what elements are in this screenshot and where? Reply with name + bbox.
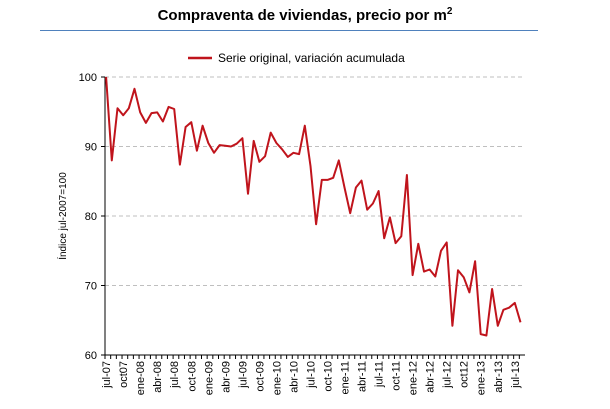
x-tick-label: jul-07 [101, 361, 113, 389]
x-tick-label: oct-10 [322, 361, 334, 392]
y-tick-label: 90 [85, 142, 97, 154]
x-tick-label: ene-13 [476, 361, 488, 395]
x-tick-label: jul-12 [442, 361, 454, 389]
x-tick-label: ene-10 [271, 361, 283, 395]
x-tick-label: oct-11 [391, 361, 403, 391]
x-tick-label: ene-08 [135, 361, 147, 395]
title-underline [40, 30, 538, 31]
x-tick-label: oct-08 [186, 361, 198, 392]
x-tick-label: jul-13 [510, 361, 522, 389]
x-tick-label: oct-09 [254, 361, 266, 392]
x-tick-label: jul-10 [305, 361, 317, 389]
x-tick-label: abr-08 [152, 361, 164, 393]
x-tick-label: jul-11 [374, 361, 386, 388]
chart-title-text: Compraventa de viviendas, precio por m [157, 7, 447, 24]
y-tick-label: 80 [85, 211, 97, 223]
x-tick-label: abr-10 [288, 361, 300, 393]
y-axis-label: Índice jul-2007=100 [56, 172, 69, 260]
x-tick-label: abr-12 [425, 361, 437, 393]
x-tick-label: ene-11 [340, 361, 352, 394]
x-tick-label: abr-09 [220, 361, 232, 393]
x-tick-label: abr-13 [493, 361, 505, 393]
x-tick-label: ene-12 [408, 361, 420, 395]
x-tick-label: oct12 [459, 361, 471, 388]
x-tick-label: jul-09 [237, 361, 249, 389]
x-tick-label: ene-09 [203, 361, 215, 395]
x-tick-label: abr-11 [357, 361, 369, 392]
x-tick-label: oct07 [118, 361, 130, 388]
x-tick-label: jul-08 [169, 361, 181, 389]
series-line [105, 76, 522, 337]
y-tick-label: 100 [79, 72, 97, 84]
y-tick-label: 60 [85, 350, 97, 362]
y-tick-label: 70 [85, 281, 97, 293]
legend-label: Serie original, variación acumulada [218, 51, 405, 65]
chart-title-superscript: 2 [446, 6, 453, 17]
chart-title: Compraventa de viviendas, precio por m2 [0, 6, 610, 24]
